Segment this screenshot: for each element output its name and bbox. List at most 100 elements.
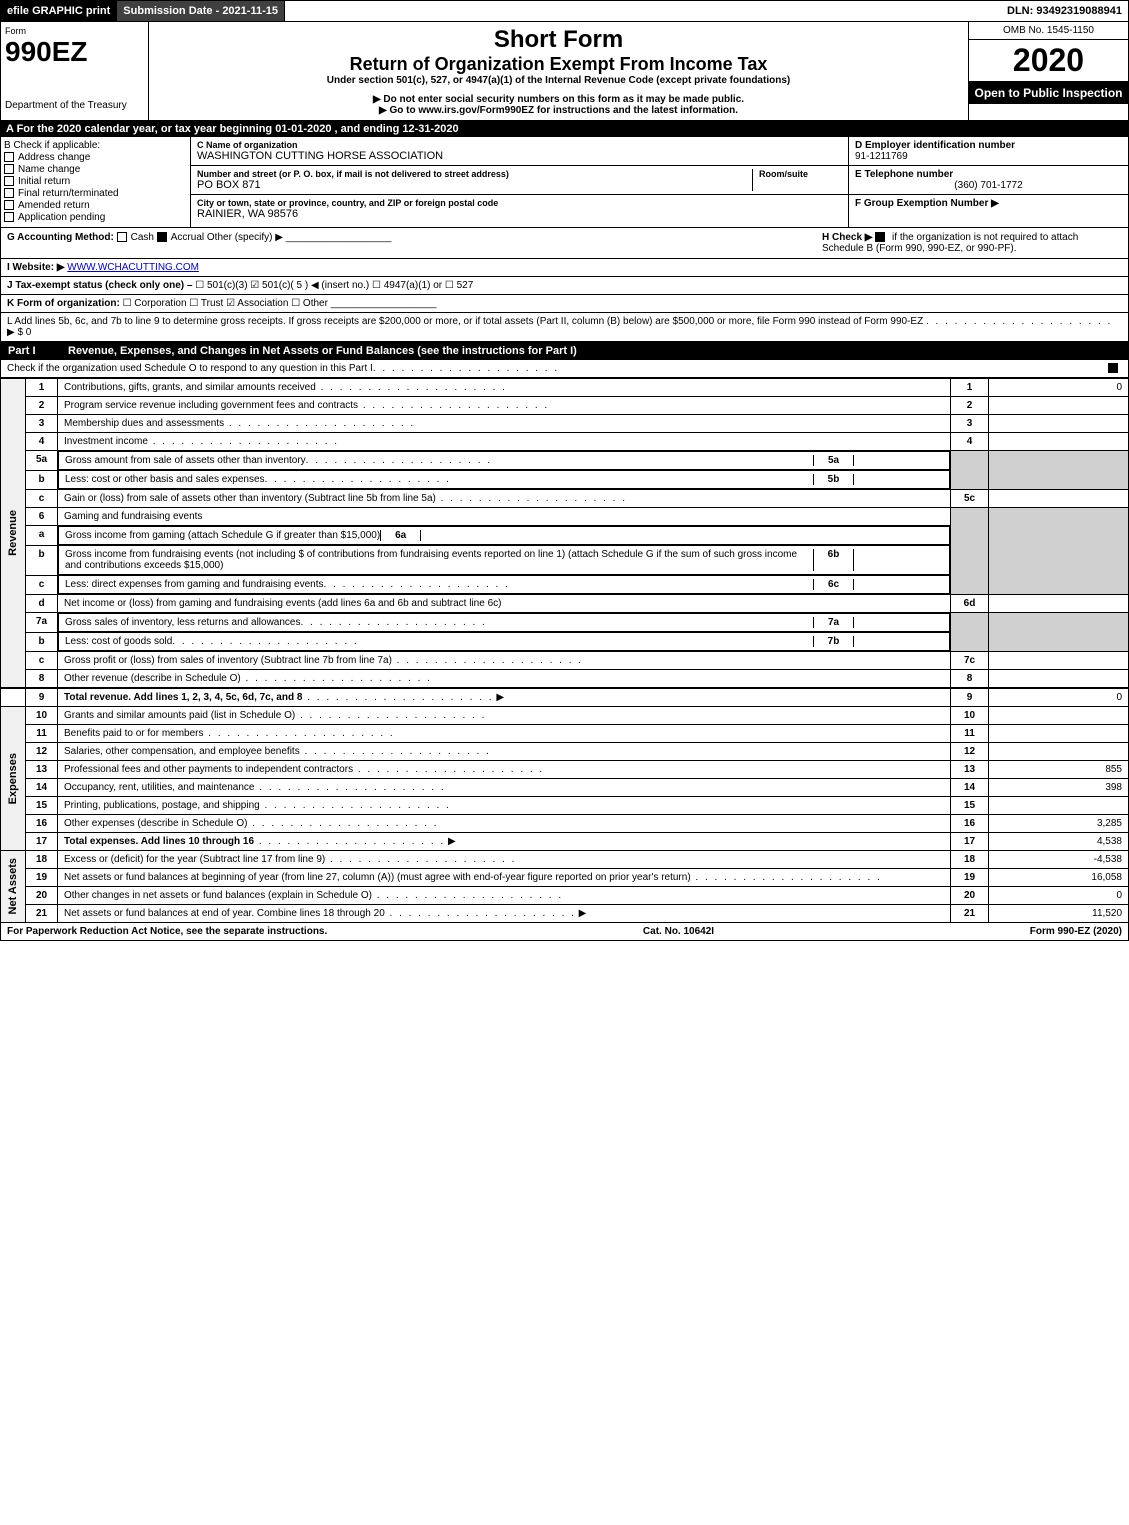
line-4-val xyxy=(989,433,1129,451)
line-12-text: Salaries, other compensation, and employ… xyxy=(64,746,300,757)
accrual-checkbox[interactable] xyxy=(157,232,167,242)
part-1-table: Revenue 1 Contributions, gifts, grants, … xyxy=(0,378,1129,923)
check-amended-return[interactable]: Amended return xyxy=(4,200,187,211)
line-14-val: 398 xyxy=(989,779,1129,797)
go-to-link[interactable]: ▶ Go to www.irs.gov/Form990EZ for instru… xyxy=(153,105,964,116)
room-label: Room/suite xyxy=(759,169,842,179)
return-title: Return of Organization Exempt From Incom… xyxy=(153,54,964,75)
tax-year: 2020 xyxy=(969,40,1128,82)
line-7c-val xyxy=(989,652,1129,670)
form-label: Form xyxy=(5,26,144,36)
city-address: RAINIER, WA 98576 xyxy=(197,208,842,220)
line-6d-ref: 6d xyxy=(951,595,989,613)
line-5c-val xyxy=(989,490,1129,508)
check-address-change[interactable]: Address change xyxy=(4,152,187,163)
revenue-sidebar: Revenue xyxy=(7,510,19,556)
org-name: WASHINGTON CUTTING HORSE ASSOCIATION xyxy=(197,150,842,162)
line-17-val: 4,538 xyxy=(989,833,1129,851)
check-application-pending[interactable]: Application pending xyxy=(4,212,187,223)
line-21-text: Net assets or fund balances at end of ye… xyxy=(64,908,385,919)
part-1-header: Part I Revenue, Expenses, and Changes in… xyxy=(0,342,1129,360)
line-13-val: 855 xyxy=(989,761,1129,779)
line-11-val xyxy=(989,725,1129,743)
line-7c-ref: 7c xyxy=(951,652,989,670)
catalog-number: Cat. No. 10642I xyxy=(643,926,714,937)
line-21-val: 11,520 xyxy=(989,905,1129,923)
line-6d-text: Net income or (loss) from gaming and fun… xyxy=(64,598,501,609)
line-10-ref: 10 xyxy=(951,707,989,725)
line-16-ref: 16 xyxy=(951,815,989,833)
line-17-text: Total expenses. Add lines 10 through 16 xyxy=(64,836,254,847)
line-16-text: Other expenses (describe in Schedule O) xyxy=(64,818,247,829)
telephone-value: (360) 701-1772 xyxy=(855,180,1122,191)
ein-value: 91-1211769 xyxy=(855,151,1122,162)
check-name-change[interactable]: Name change xyxy=(4,164,187,175)
do-not-enter: ▶ Do not enter social security numbers o… xyxy=(153,94,964,105)
line-14-text: Occupancy, rent, utilities, and maintena… xyxy=(64,782,254,793)
line-4-ref: 4 xyxy=(951,433,989,451)
street-address: PO BOX 871 xyxy=(197,179,752,191)
line-5c-text: Gain or (loss) from sale of assets other… xyxy=(64,493,436,504)
open-to-public: Open to Public Inspection xyxy=(969,82,1128,104)
line-13-text: Professional fees and other payments to … xyxy=(64,764,353,775)
line-3-ref: 3 xyxy=(951,415,989,433)
efile-graphic-print: efile GRAPHIC print xyxy=(1,1,117,21)
telephone-label: E Telephone number xyxy=(855,169,1122,180)
org-name-label: C Name of organization xyxy=(197,140,842,150)
line-15-text: Printing, publications, postage, and shi… xyxy=(64,800,260,811)
line-19-ref: 19 xyxy=(951,869,989,887)
line-6c-text: Less: direct expenses from gaming and fu… xyxy=(65,579,323,590)
tax-exempt-label: J Tax-exempt status (check only one) – xyxy=(7,280,192,291)
cash-checkbox[interactable] xyxy=(117,232,127,242)
form-org-options: ☐ Corporation ☐ Trust ☑ Association ☐ Ot… xyxy=(123,298,328,309)
line-14-ref: 14 xyxy=(951,779,989,797)
ein-label: D Employer identification number xyxy=(855,140,1122,151)
info-section: B Check if applicable: Address change Na… xyxy=(0,137,1129,228)
schedule-o-checkbox[interactable] xyxy=(1108,363,1118,373)
line-7c-text: Gross profit or (loss) from sales of inv… xyxy=(64,655,392,666)
line-2-val xyxy=(989,397,1129,415)
section-l: L Add lines 5b, 6c, and 7b to line 9 to … xyxy=(0,313,1129,342)
line-13-ref: 13 xyxy=(951,761,989,779)
part-1-title: Revenue, Expenses, and Changes in Net As… xyxy=(68,345,577,357)
line-1-ref: 1 xyxy=(951,379,989,397)
line-12-val xyxy=(989,743,1129,761)
short-form-title: Short Form xyxy=(153,26,964,54)
line-15-ref: 15 xyxy=(951,797,989,815)
line-2-ref: 2 xyxy=(951,397,989,415)
line-11-text: Benefits paid to or for members xyxy=(64,728,204,739)
line-10-text: Grants and similar amounts paid (list in… xyxy=(64,710,295,721)
line-17-ref: 17 xyxy=(951,833,989,851)
line-3-val xyxy=(989,415,1129,433)
line-3-text: Membership dues and assessments xyxy=(64,418,224,429)
section-k: K Form of organization: ☐ Corporation ☐ … xyxy=(0,295,1129,313)
schedule-b-checkbox[interactable] xyxy=(875,232,885,242)
line-6-text: Gaming and fundraising events xyxy=(58,508,951,526)
section-l-text: L Add lines 5b, 6c, and 7b to line 9 to … xyxy=(7,316,923,327)
line-8-text: Other revenue (describe in Schedule O) xyxy=(64,673,241,684)
line-20-ref: 20 xyxy=(951,887,989,905)
line-19-val: 16,058 xyxy=(989,869,1129,887)
tax-exempt-options: ☐ 501(c)(3) ☑ 501(c)( 5 ) ◀ (insert no.)… xyxy=(195,280,473,291)
line-18-val: -4,538 xyxy=(989,851,1129,869)
top-header-bar: efile GRAPHIC print Submission Date - 20… xyxy=(0,0,1129,22)
line-9-val: 0 xyxy=(989,688,1129,707)
form-org-label: K Form of organization: xyxy=(7,298,120,309)
line-11-ref: 11 xyxy=(951,725,989,743)
line-12-ref: 12 xyxy=(951,743,989,761)
check-initial-return[interactable]: Initial return xyxy=(4,176,187,187)
line-2-text: Program service revenue including govern… xyxy=(64,400,358,411)
line-5b-text: Less: cost or other basis and sales expe… xyxy=(65,474,265,485)
line-1-text: Contributions, gifts, grants, and simila… xyxy=(64,382,316,393)
expenses-sidebar: Expenses xyxy=(7,753,19,804)
section-h-label: H Check ▶ xyxy=(822,232,872,243)
check-final-return[interactable]: Final return/terminated xyxy=(4,188,187,199)
line-6b-text: Gross income from fundraising events (no… xyxy=(65,549,813,571)
website-link[interactable]: WWW.WCHACUTTING.COM xyxy=(67,262,199,273)
section-g-h: G Accounting Method: Cash Accrual Other … xyxy=(0,228,1129,259)
paperwork-notice: For Paperwork Reduction Act Notice, see … xyxy=(7,926,327,937)
line-9-text: Total revenue. Add lines 1, 2, 3, 4, 5c,… xyxy=(64,692,302,703)
line-8-val xyxy=(989,670,1129,689)
line-5a-text: Gross amount from sale of assets other t… xyxy=(65,455,306,466)
line-16-val: 3,285 xyxy=(989,815,1129,833)
